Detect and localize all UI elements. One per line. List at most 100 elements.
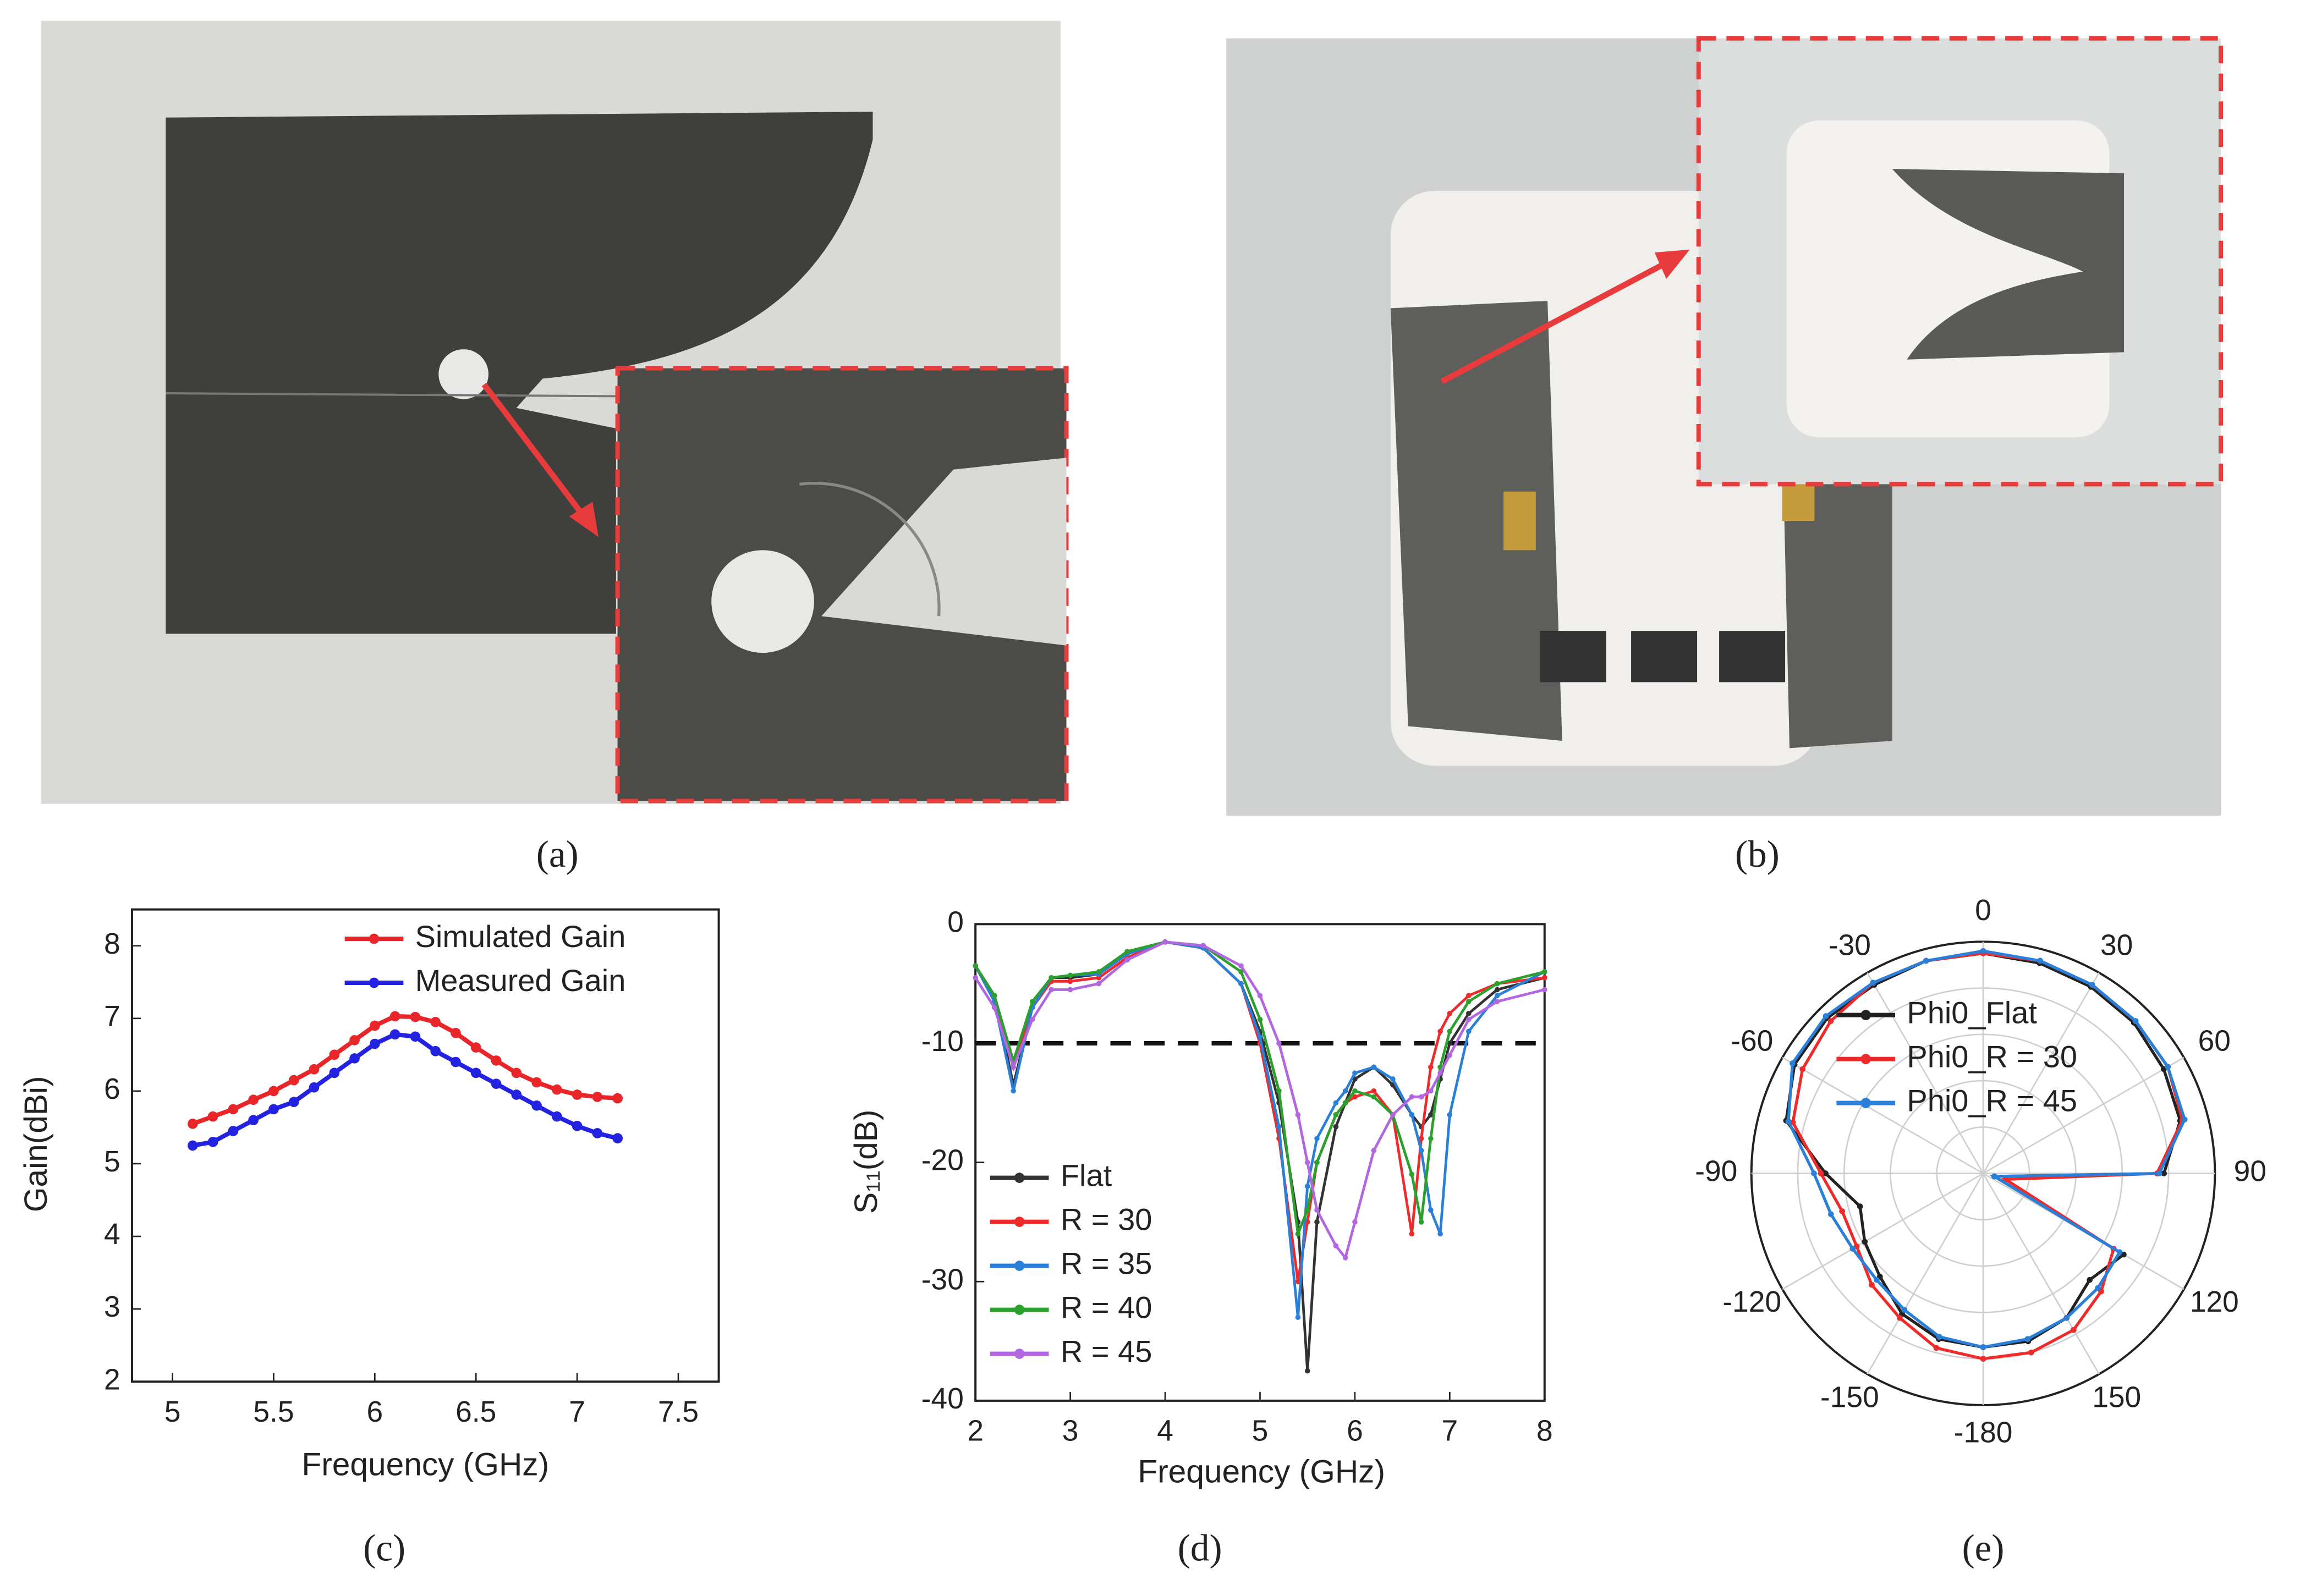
data-point xyxy=(1390,1112,1396,1118)
data-point xyxy=(511,1067,522,1078)
data-point xyxy=(1371,1088,1377,1094)
legend-marker xyxy=(1014,1173,1025,1183)
data-point xyxy=(1295,1231,1301,1237)
x-axis-label: Frequency (GHz) xyxy=(1138,1454,1385,1490)
legend-label: R = 30 xyxy=(1061,1202,1152,1236)
data-point xyxy=(1049,975,1054,981)
data-point xyxy=(2087,1276,2093,1283)
angle-label: -150 xyxy=(1820,1382,1879,1414)
data-point xyxy=(1342,1088,1348,1094)
data-point xyxy=(1124,949,1130,954)
data-point xyxy=(491,1055,502,1066)
data-point xyxy=(1494,999,1500,1004)
data-point xyxy=(451,1056,461,1067)
data-point xyxy=(410,1031,421,1042)
data-point xyxy=(2037,957,2043,964)
data-point xyxy=(2089,982,2095,988)
data-point xyxy=(531,1077,542,1088)
data-point xyxy=(1304,1207,1310,1213)
data-point xyxy=(288,1075,299,1086)
data-point xyxy=(1437,1028,1443,1034)
photo-a xyxy=(41,20,1069,804)
data-point xyxy=(612,1093,623,1104)
data-point xyxy=(248,1094,259,1105)
legend-marker xyxy=(1014,1349,1025,1359)
angle-label: 150 xyxy=(2092,1382,2141,1414)
data-point xyxy=(1238,969,1244,975)
angle-label: -120 xyxy=(1722,1286,1781,1318)
data-point xyxy=(1827,1211,1834,1218)
y-tick-label: -40 xyxy=(921,1383,964,1415)
data-point xyxy=(1897,1314,1903,1321)
legend-label: Measured Gain xyxy=(415,963,626,998)
data-point xyxy=(2028,1349,2034,1356)
data-point xyxy=(1541,969,1547,975)
data-point xyxy=(1352,1094,1358,1100)
data-point xyxy=(1827,1018,1834,1024)
data-point xyxy=(2063,1314,2070,1321)
y-tick-label: 4 xyxy=(104,1218,120,1251)
data-point xyxy=(329,1049,340,1060)
x-tick-label: 5 xyxy=(1252,1415,1269,1448)
data-point xyxy=(2156,1170,2162,1176)
data-point xyxy=(1437,1070,1443,1076)
data-point xyxy=(349,1053,360,1064)
data-point xyxy=(1371,1064,1377,1070)
angle-label: -90 xyxy=(1695,1155,1737,1188)
data-point xyxy=(1096,969,1102,975)
data-point xyxy=(1870,979,1876,986)
data-point xyxy=(1257,993,1263,999)
data-point xyxy=(1447,1112,1453,1118)
data-point xyxy=(1447,1052,1453,1058)
data-point xyxy=(1200,943,1206,949)
data-point xyxy=(1409,1112,1415,1118)
data-point xyxy=(1437,1231,1443,1237)
data-point xyxy=(430,1017,441,1027)
data-point xyxy=(1029,999,1035,1004)
data-point xyxy=(1541,975,1547,981)
data-point xyxy=(2071,1327,2077,1333)
angular-grid xyxy=(1867,1173,1984,1375)
data-point xyxy=(511,1089,522,1100)
y-axis-label: Gain(dBi) xyxy=(18,1076,54,1212)
legend-label: Phi0_Flat xyxy=(1907,995,2037,1030)
data-point xyxy=(1304,1159,1310,1165)
y-tick-label: 0 xyxy=(947,906,964,938)
data-point xyxy=(1352,1219,1358,1225)
data-point xyxy=(1011,1064,1016,1070)
data-point xyxy=(1428,1064,1434,1070)
data-point xyxy=(430,1045,441,1056)
data-point xyxy=(187,1140,198,1151)
y-tick-label: 8 xyxy=(104,928,120,960)
data-point xyxy=(1314,1207,1320,1213)
data-point xyxy=(309,1064,320,1075)
legend-marker xyxy=(1860,1010,1871,1020)
data-point xyxy=(1991,1173,1997,1180)
data-point xyxy=(1980,1344,1986,1350)
y-tick-label: -20 xyxy=(921,1144,964,1177)
angle-label: 30 xyxy=(2100,929,2133,962)
data-point xyxy=(369,1038,380,1049)
data-point xyxy=(1428,1136,1434,1142)
data-point xyxy=(1862,1239,1868,1245)
data-point xyxy=(349,1035,360,1045)
data-point xyxy=(389,1029,400,1040)
data-point xyxy=(1409,1094,1415,1100)
data-point xyxy=(1333,1243,1339,1249)
data-point xyxy=(1409,1171,1415,1177)
data-point xyxy=(1067,972,1073,978)
x-tick-label: 7.5 xyxy=(658,1396,699,1428)
data-point xyxy=(2095,1285,2101,1291)
data-point xyxy=(592,1128,603,1138)
x-tick-label: 3 xyxy=(1062,1415,1079,1448)
data-point xyxy=(1333,1100,1339,1106)
data-point xyxy=(1371,1094,1377,1100)
data-point xyxy=(1390,1076,1396,1082)
data-point xyxy=(268,1086,279,1097)
data-point xyxy=(1428,1112,1434,1118)
x-tick-label: 2 xyxy=(967,1415,984,1448)
data-point xyxy=(1257,1016,1263,1022)
data-point xyxy=(207,1111,218,1122)
data-point xyxy=(389,1011,400,1022)
y-tick-label: -30 xyxy=(921,1263,964,1296)
